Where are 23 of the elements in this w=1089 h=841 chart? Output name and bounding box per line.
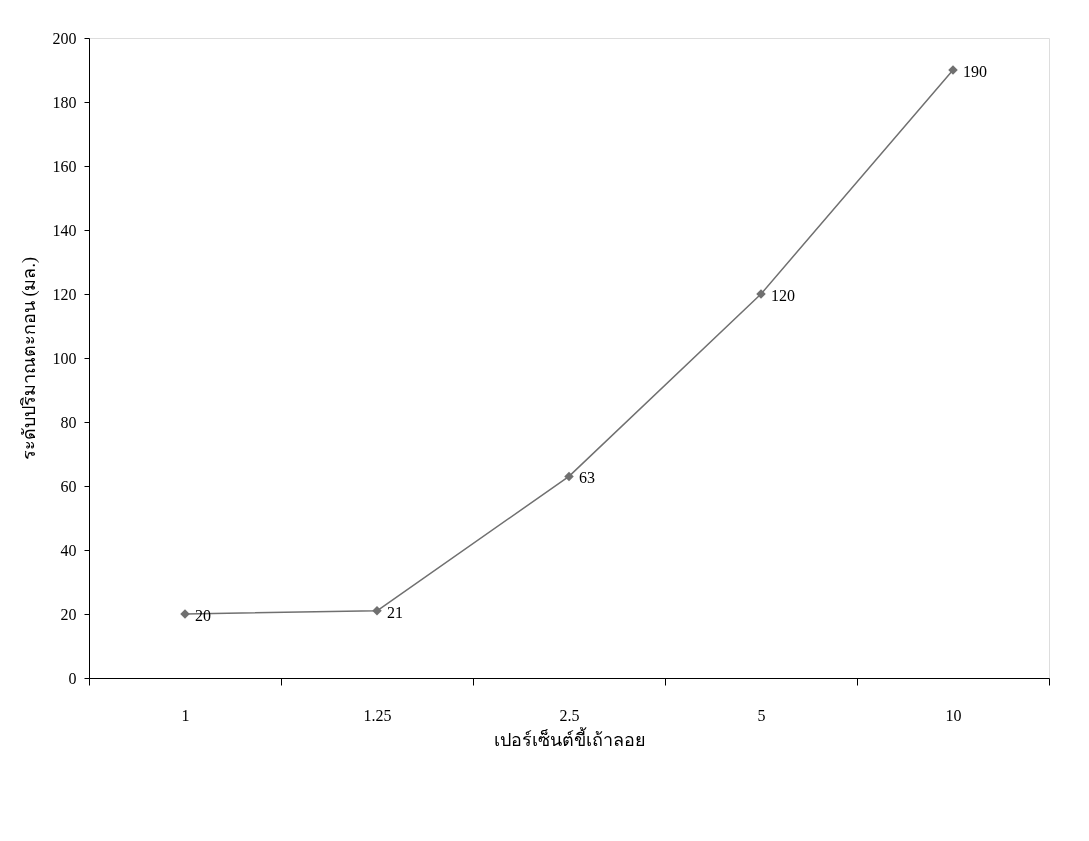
data-label: 120 bbox=[771, 287, 795, 304]
y-tick-label: 100 bbox=[52, 349, 77, 367]
x-tick-label: 2.5 bbox=[559, 706, 580, 724]
data-label: 63 bbox=[579, 469, 595, 487]
x-tick-label: 1 bbox=[181, 706, 190, 724]
point bbox=[564, 471, 574, 482]
x-axis-title: เปอร์เซ็นต์ขี้เถ้าลอย bbox=[493, 726, 646, 750]
y-tick-label: 20 bbox=[60, 605, 77, 623]
y-tick-label: 80 bbox=[60, 413, 77, 431]
y-tick-label: 200 bbox=[52, 29, 77, 47]
y-axis-title: ระดับปริมาณตะกอน (มล.) bbox=[18, 257, 40, 460]
x-tick-label: 1.25 bbox=[363, 706, 392, 724]
y-tick-label: 0 bbox=[68, 669, 77, 687]
x-tick-label: 10 bbox=[945, 706, 962, 724]
data-label: 190 bbox=[963, 63, 987, 80]
y-tick-label: 40 bbox=[60, 541, 77, 559]
y-tick-label: 140 bbox=[52, 221, 77, 239]
y-tick-label: 180 bbox=[52, 93, 77, 111]
y-tick-label: 120 bbox=[52, 285, 77, 303]
y-tick-label: 160 bbox=[52, 157, 77, 175]
x-tick-label: 5 bbox=[757, 706, 766, 724]
y-tick-label: 60 bbox=[60, 477, 77, 495]
data-label: 21 bbox=[387, 603, 403, 621]
